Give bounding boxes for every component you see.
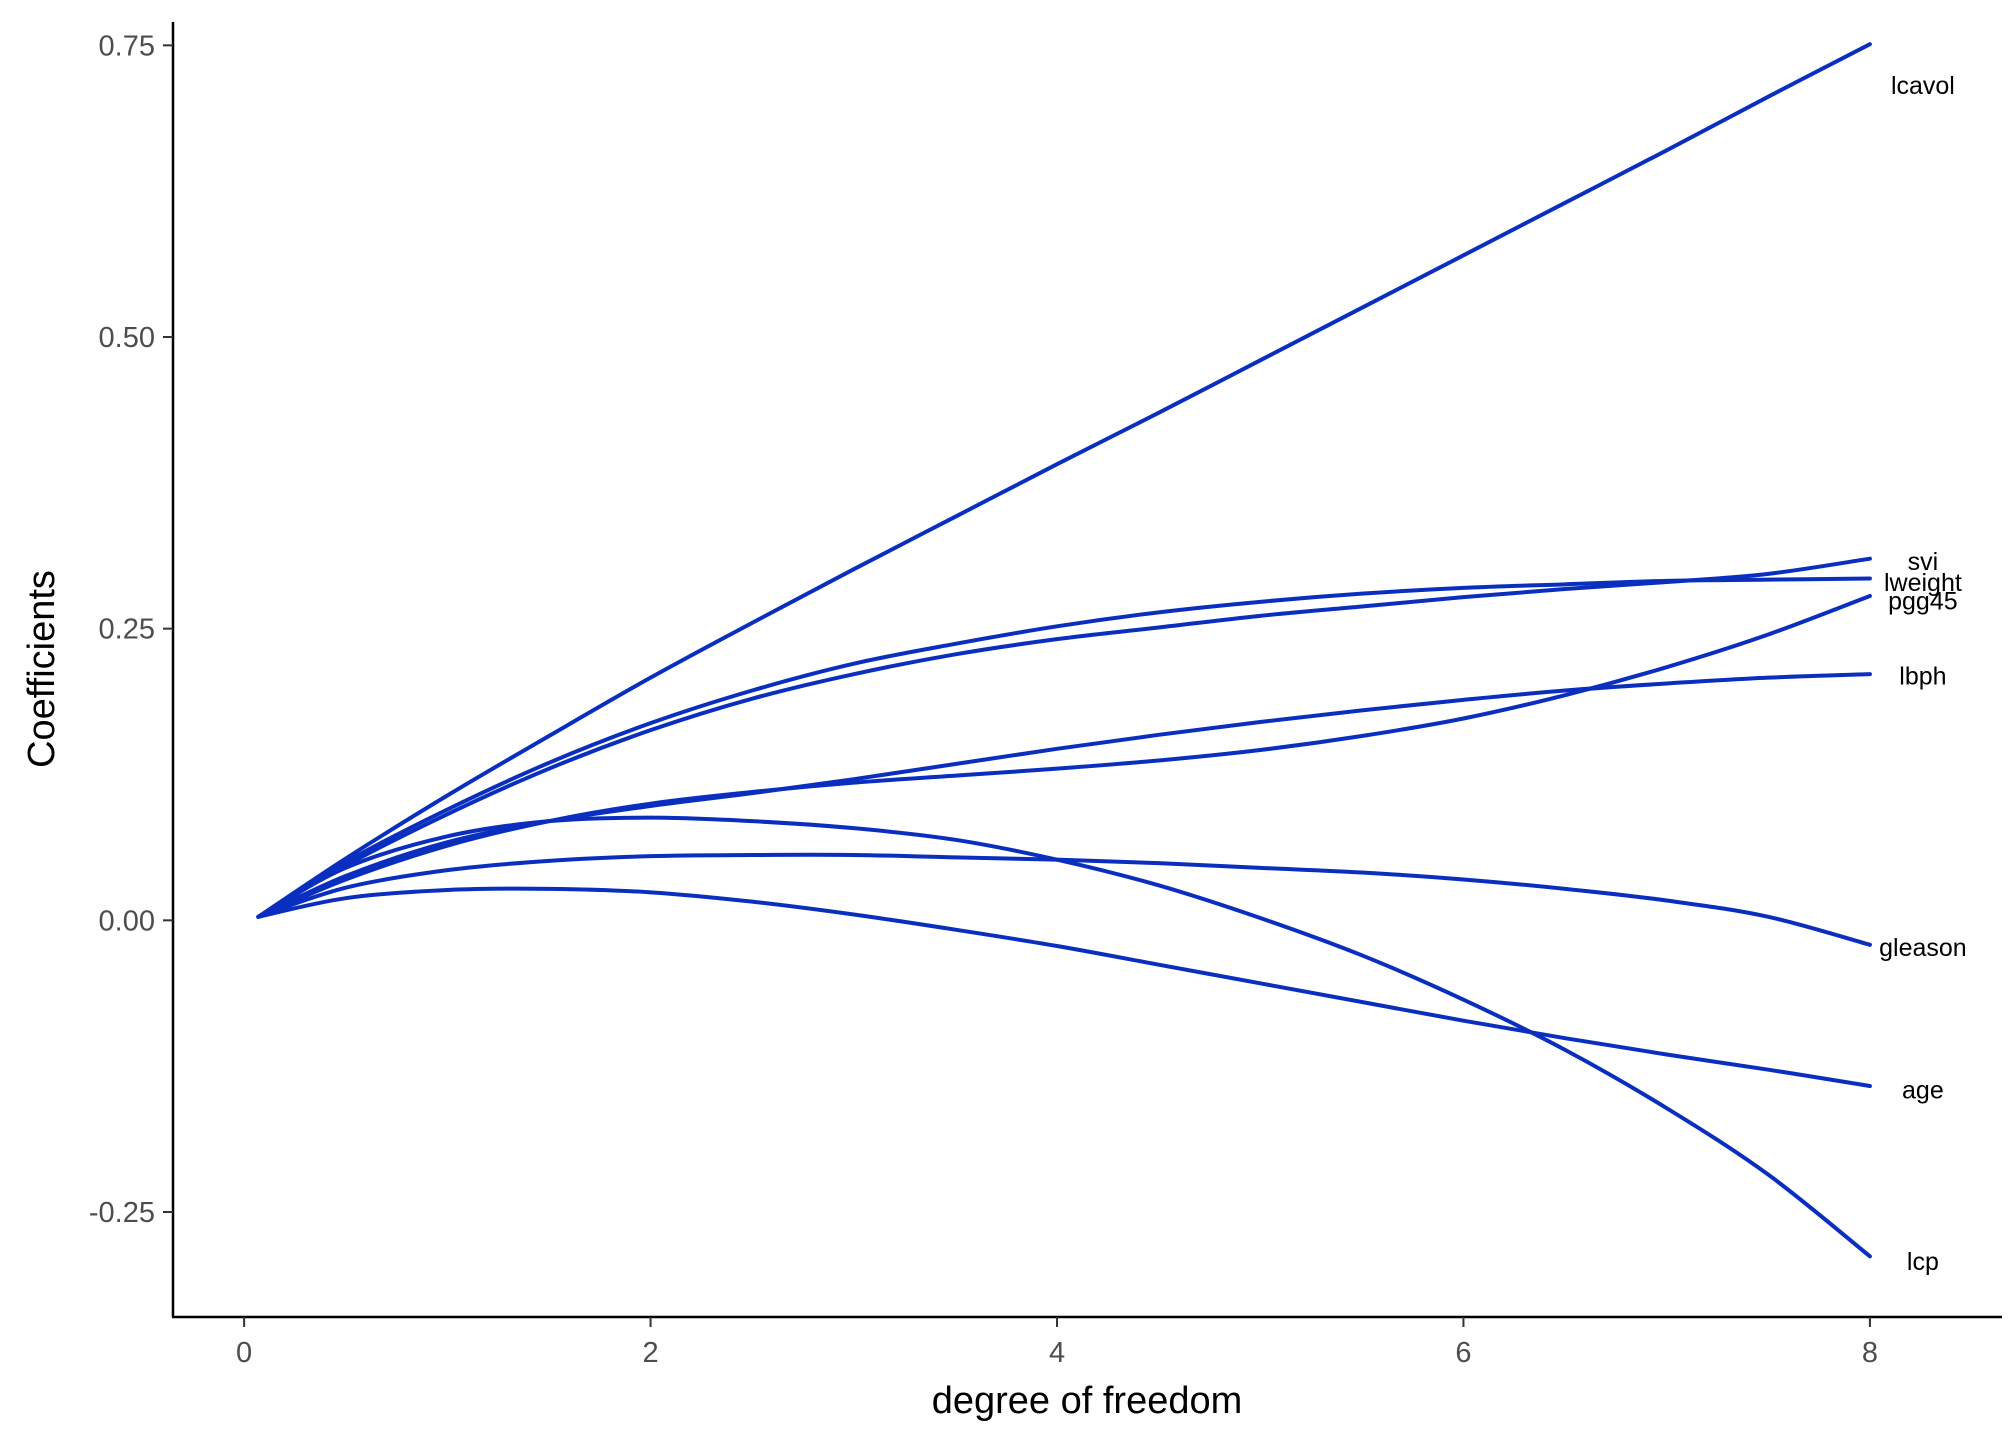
series-line-pgg45: [256, 594, 1872, 919]
series-label-age: age: [1902, 1077, 1944, 1105]
series-lines: [256, 42, 1872, 1259]
series-label-lcp: lcp: [1907, 1248, 1939, 1276]
series-label-lweight: lweight: [1884, 569, 1962, 597]
x-axis-ticks: 0 2 4 6 8: [236, 1317, 1878, 1369]
y-axis-title: Coefficients: [21, 570, 63, 768]
series-line-age: [256, 886, 1872, 1088]
x-tick-label: 8: [1862, 1337, 1878, 1369]
series-line-lbph: [256, 672, 1872, 919]
series-label-pgg45: pgg45: [1888, 588, 1958, 616]
series-label-gleason: gleason: [1879, 934, 1967, 962]
y-tick-label: -0.25: [89, 1197, 155, 1229]
series-line-lweight: [256, 576, 1872, 919]
series-label-lbph: lbph: [1899, 662, 1946, 690]
y-axis-ticks: -0.25 0.00 0.25 0.50 0.75: [89, 30, 173, 1229]
y-tick-label: 0.00: [99, 905, 155, 937]
x-tick-label: 0: [236, 1337, 252, 1369]
series-line-lcp: [256, 815, 1872, 1259]
series-label-lcavol: lcavol: [1891, 72, 1955, 100]
y-tick-label: 0.75: [99, 30, 155, 62]
y-tick-label: 0.25: [99, 614, 155, 646]
series-line-gleason: [256, 852, 1872, 947]
x-tick-label: 2: [643, 1337, 659, 1369]
x-tick-label: 6: [1455, 1337, 1471, 1369]
series-label-svi: svi: [1908, 548, 1939, 576]
x-tick-label: 4: [1049, 1337, 1065, 1369]
y-tick-label: 0.50: [99, 322, 155, 354]
series-line-lcavol: [256, 42, 1872, 919]
series-line-svi: [256, 556, 1872, 919]
x-axis-title: degree of freedom: [932, 1380, 1243, 1422]
